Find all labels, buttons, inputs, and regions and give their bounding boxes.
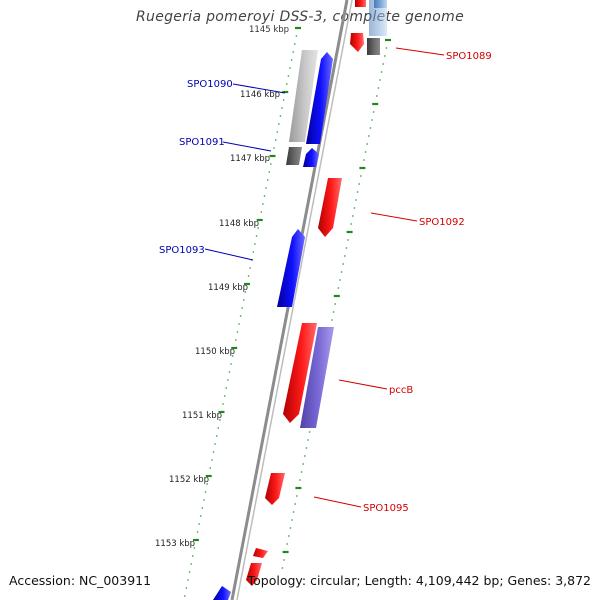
- gene-label-SPO1091: SPO1091: [179, 137, 225, 148]
- scale-label: 1148 kbp: [219, 219, 259, 229]
- scale-label: 1151 kbp: [182, 411, 222, 421]
- topology-text: Topology: circular; Length: 4,109,442 bp…: [247, 573, 591, 588]
- gene-label-pccB: pccB: [389, 385, 413, 396]
- gene-SPO1091-block: [286, 147, 319, 167]
- scale-label: 1147 kbp: [230, 154, 270, 164]
- label-connectors: [204, 47, 445, 508]
- gene-labels: SPO1089 SPO1090 SPO1091 SPO1092 SPO1093 …: [159, 51, 492, 514]
- scale-label: 1152 kbp: [169, 475, 209, 485]
- gene-label-SPO1092: SPO1092: [419, 217, 465, 228]
- backbone-line-inner: [236, 0, 353, 600]
- scale-label: 1153 kbp: [155, 539, 195, 549]
- gene-SPO1093-block: [277, 229, 305, 307]
- gene-label-SPO1093: SPO1093: [159, 245, 205, 256]
- gene-SPO1089-block: [350, 0, 387, 55]
- gene-pccB-block: [283, 323, 334, 428]
- gene-bottom-fragments: [213, 548, 268, 600]
- scale-label: 1146 kbp: [240, 90, 280, 100]
- gene-SPO1095-block: [265, 473, 285, 505]
- gene-label-SPO1090: SPO1090: [187, 79, 233, 90]
- scale-label: 1145 kbp: [249, 25, 289, 35]
- gene-SPO1090-block: [289, 50, 333, 144]
- gene-SPO1092-block: [318, 178, 342, 237]
- scale-labels: 1145 kbp 1146 kbp 1147 kbp 1148 kbp 1149…: [155, 25, 289, 549]
- gene-label-SPO1089: SPO1089: [446, 51, 492, 62]
- scale-label: 1149 kbp: [208, 283, 248, 293]
- gene-label-SPO1095: SPO1095: [363, 503, 409, 514]
- accession-text: Accession: NC_003911: [9, 573, 152, 588]
- scale-label: 1150 kbp: [195, 347, 235, 357]
